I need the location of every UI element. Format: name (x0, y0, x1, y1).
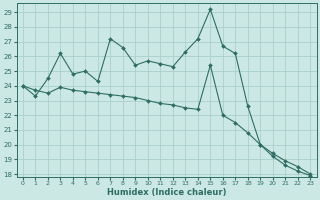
X-axis label: Humidex (Indice chaleur): Humidex (Indice chaleur) (107, 188, 226, 197)
